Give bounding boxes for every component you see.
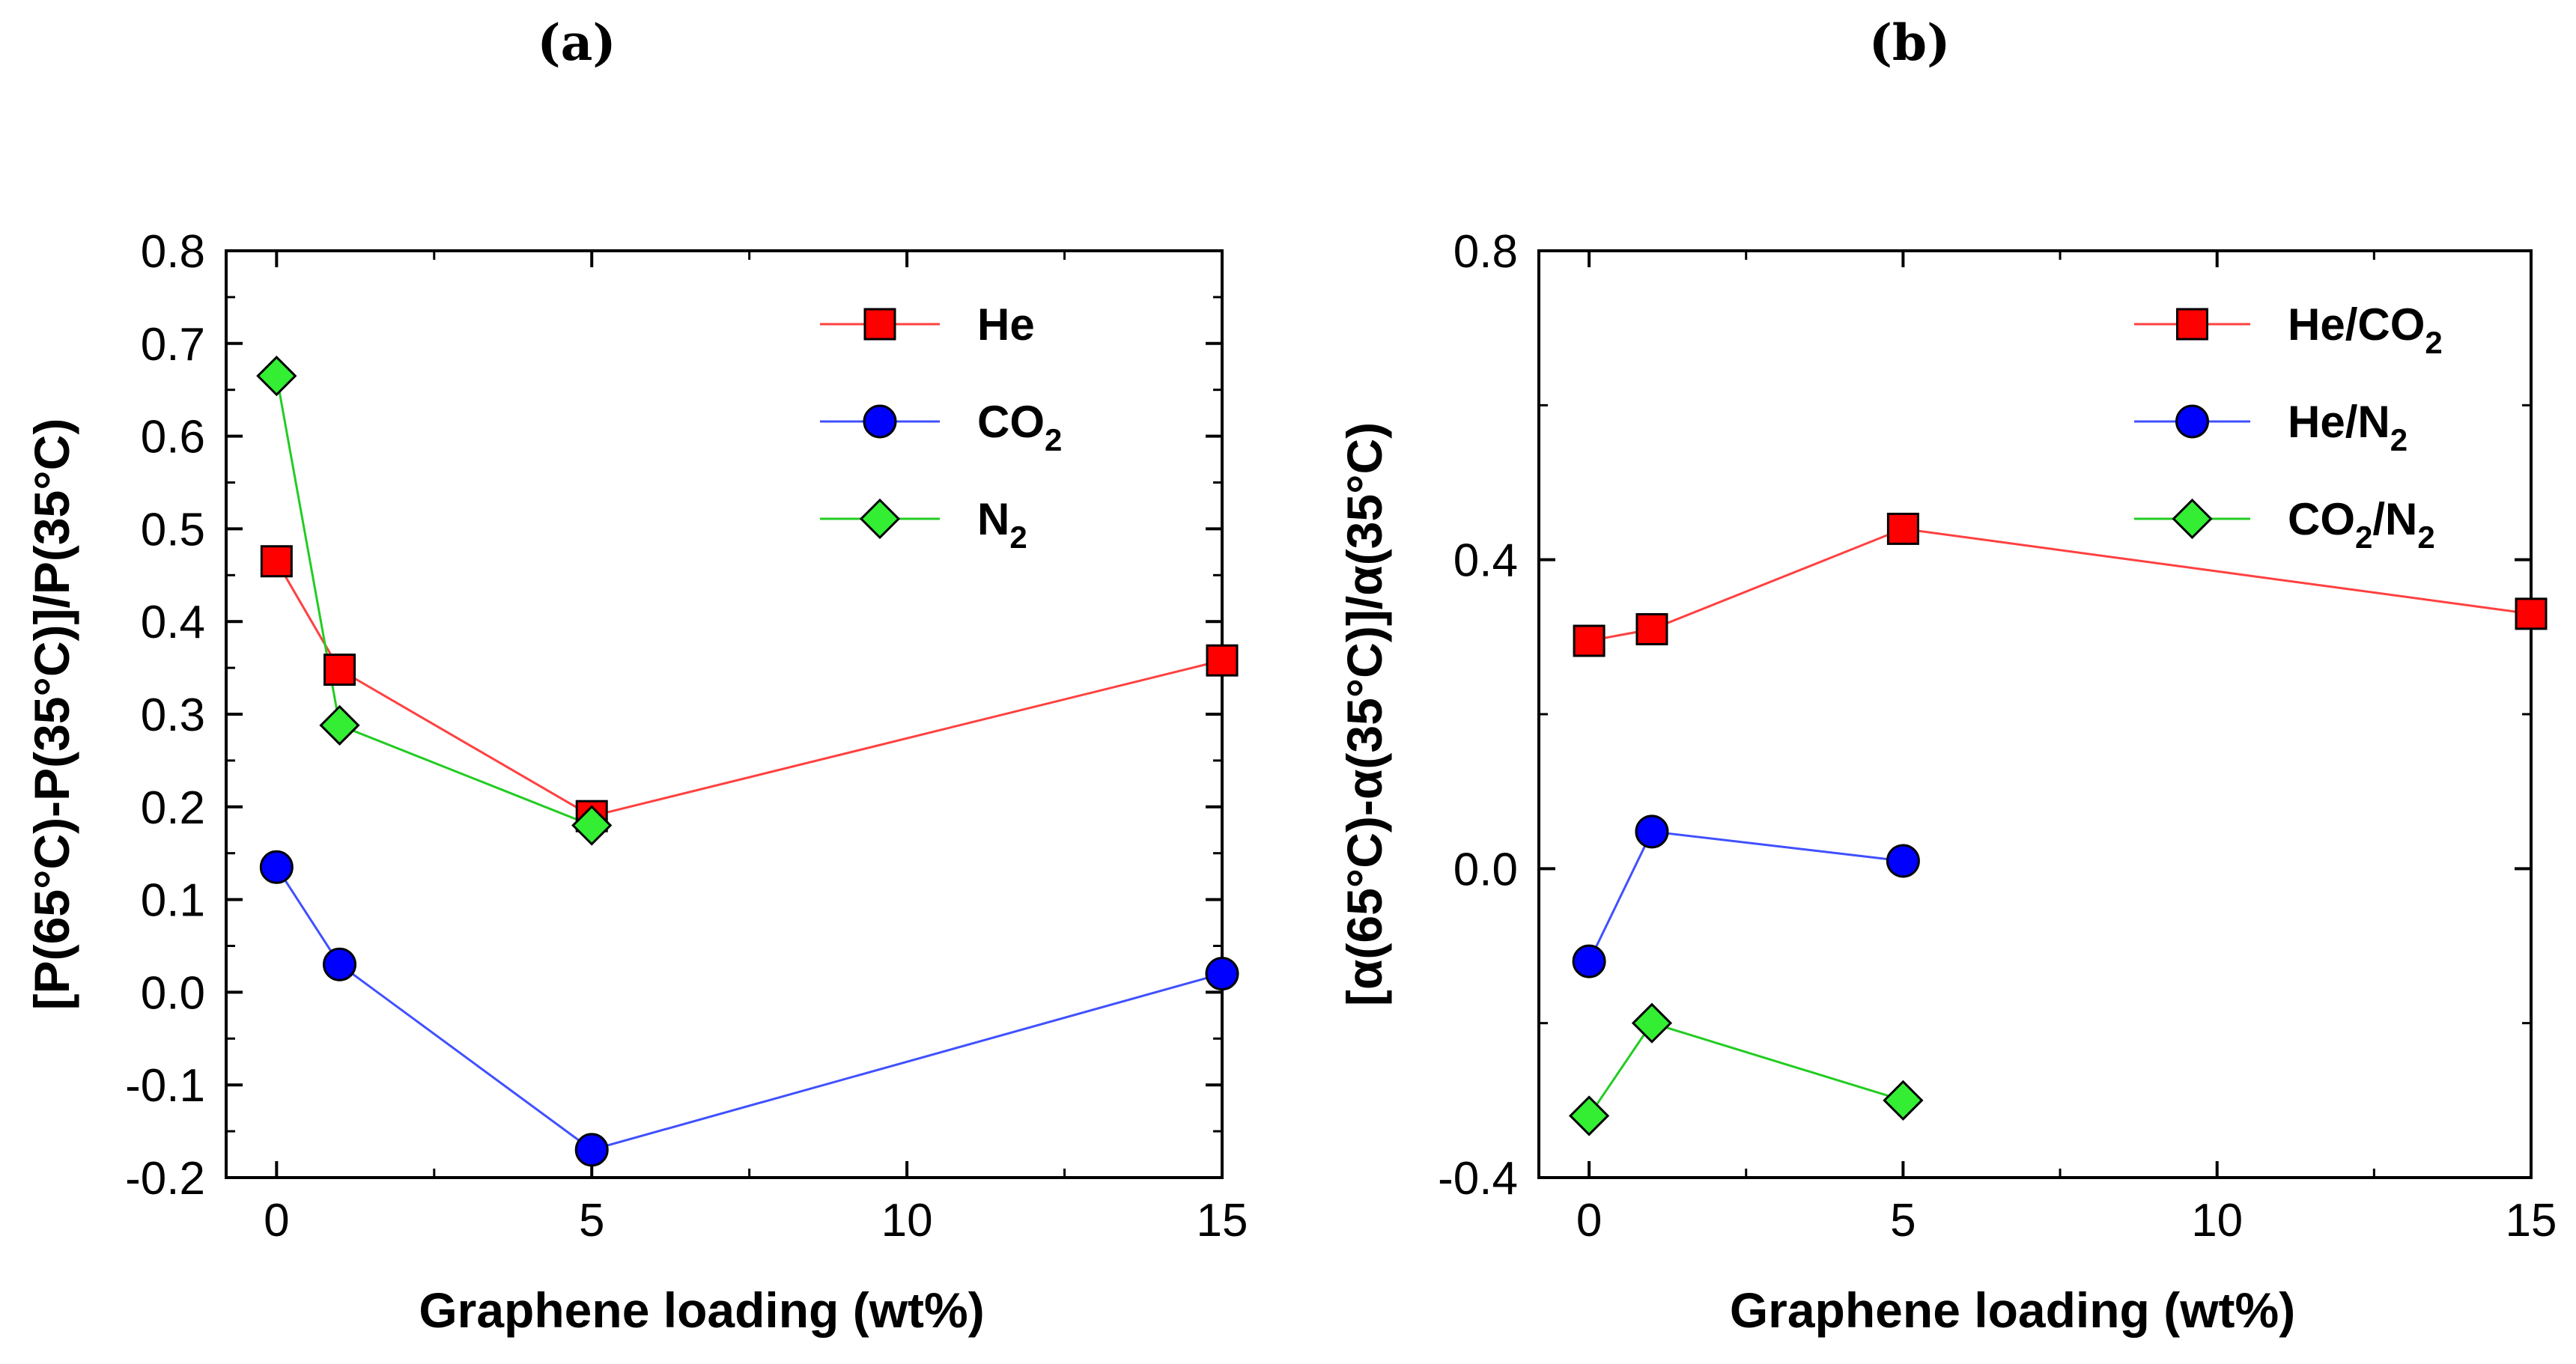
y-tick-label: 0.5 bbox=[141, 504, 205, 555]
y-tick-label: 0.0 bbox=[141, 967, 205, 1019]
y-tick-label: 0.1 bbox=[141, 875, 205, 927]
data-point-he bbox=[260, 545, 293, 578]
x-tick-label: 10 bbox=[2191, 1195, 2243, 1246]
legend-marker bbox=[863, 308, 896, 341]
legend-label-main: N bbox=[977, 494, 1009, 544]
series-line-he bbox=[276, 560, 1223, 818]
data-point-co2-n2 bbox=[1883, 1080, 1924, 1121]
legend-marker bbox=[2172, 498, 2213, 540]
series-line-n2 bbox=[275, 375, 592, 826]
y-tick-label: -0.1 bbox=[125, 1060, 205, 1112]
y-tick-label: 0.2 bbox=[141, 782, 205, 834]
legend-label-tail: /N bbox=[2372, 494, 2417, 544]
legend-marker bbox=[863, 404, 897, 439]
data-point-co2-n2 bbox=[1631, 1002, 1673, 1044]
data-point-n2 bbox=[319, 704, 360, 746]
data-point-he-n2 bbox=[1886, 844, 1920, 878]
legend-label-main: CO bbox=[2288, 494, 2355, 544]
x-axis-title: Graphene loading (wt%) bbox=[1730, 1282, 2295, 1338]
panel-label: (a) bbox=[537, 13, 616, 72]
legend-label-sub: 2 bbox=[1009, 520, 1027, 555]
data-point-he-n2 bbox=[1635, 815, 1669, 849]
legend-label-main: He/CO bbox=[2288, 299, 2425, 350]
legend-label: He/CO2 bbox=[2288, 299, 2443, 360]
data-point-n2 bbox=[256, 356, 297, 397]
legend-label: N2 bbox=[977, 494, 1027, 555]
legend-label-main: CO bbox=[977, 397, 1045, 447]
legend-label: He/N2 bbox=[2288, 397, 2408, 457]
legend-label: He bbox=[977, 299, 1035, 350]
y-tick-label: 0.6 bbox=[141, 412, 205, 463]
data-point-he bbox=[323, 654, 356, 686]
y-tick-label: -0.2 bbox=[125, 1153, 205, 1205]
data-point-he-co2 bbox=[2515, 597, 2548, 630]
series-line-he-n2 bbox=[1588, 830, 1904, 962]
series-line-co2 bbox=[276, 866, 1223, 1151]
plot-frame bbox=[1537, 249, 2533, 1179]
legend-label-sub: 2 bbox=[2390, 422, 2408, 457]
data-point-he bbox=[1206, 644, 1239, 677]
series-line-co2-n2 bbox=[1588, 1021, 1904, 1117]
x-tick-label: 10 bbox=[881, 1195, 933, 1246]
x-tick-label: 15 bbox=[1197, 1195, 1248, 1246]
legend-label-main: He/N bbox=[2288, 397, 2390, 447]
legend-label-sub: 2 bbox=[1045, 422, 1062, 457]
x-tick-label: 5 bbox=[579, 1195, 604, 1246]
panel-b: (b) 0 5 10 15 -0.4 0.0 0.4 0.8 Graphene loading (… bbox=[1337, 13, 2557, 1338]
y-axis-title: [α(65°C)-α(35°C)]/α(35°C) bbox=[1337, 422, 1392, 1006]
data-point-co2 bbox=[259, 850, 294, 884]
data-point-he-co2 bbox=[1573, 624, 1606, 657]
x-tick-label: 15 bbox=[2506, 1195, 2557, 1246]
y-tick-label: 0.0 bbox=[1453, 844, 1518, 895]
legend-label-sub: 2 bbox=[2355, 520, 2372, 555]
y-tick-label: 0.3 bbox=[141, 689, 205, 741]
y-tick-label: -0.4 bbox=[1438, 1153, 1518, 1205]
legend-marker bbox=[2176, 308, 2208, 341]
legend-marker bbox=[2175, 404, 2209, 439]
x-tick-label: 0 bbox=[264, 1195, 289, 1246]
legend-label-sub2: 2 bbox=[2417, 520, 2434, 555]
data-point-co2-n2 bbox=[1568, 1095, 1610, 1136]
y-tick-label: 0.8 bbox=[1453, 226, 1518, 278]
legend-label-sub: 2 bbox=[2425, 325, 2442, 360]
y-axis-title: [P(65°C)-P(35°C)]/P(35°C) bbox=[24, 418, 79, 1011]
data-point-he-co2 bbox=[1635, 613, 1668, 646]
data-point-co2 bbox=[1205, 957, 1239, 991]
x-axis-title: Graphene loading (wt%) bbox=[419, 1282, 984, 1338]
panel-label: (b) bbox=[1869, 13, 1951, 72]
y-tick-label: 0.4 bbox=[141, 597, 205, 648]
y-tick-label: 0.4 bbox=[1453, 535, 1518, 587]
legend-label: CO2 bbox=[977, 397, 1062, 457]
x-tick-label: 0 bbox=[1576, 1195, 1602, 1246]
y-tick-label: 0.7 bbox=[141, 319, 205, 371]
series-line-he-co2 bbox=[1588, 527, 2532, 642]
data-point-co2 bbox=[323, 947, 357, 981]
data-point-n2 bbox=[571, 805, 613, 846]
x-tick-label: 5 bbox=[1890, 1195, 1916, 1246]
legend-marker bbox=[859, 498, 901, 540]
legend-label: CO2/N2 bbox=[2288, 494, 2435, 555]
plot-frame bbox=[225, 249, 1224, 1179]
data-point-he-n2 bbox=[1572, 944, 1606, 978]
legend-label-main: He bbox=[977, 299, 1035, 350]
y-tick-label: 0.8 bbox=[141, 226, 205, 278]
data-point-co2 bbox=[574, 1133, 609, 1167]
data-point-he-co2 bbox=[1886, 512, 1919, 545]
panel-a: (a) 0 5 10 15 -0.2 -0.1 0.0 0.1 0.2 0.3 0.4 0.5 0.6 0.… bbox=[24, 13, 1248, 1338]
